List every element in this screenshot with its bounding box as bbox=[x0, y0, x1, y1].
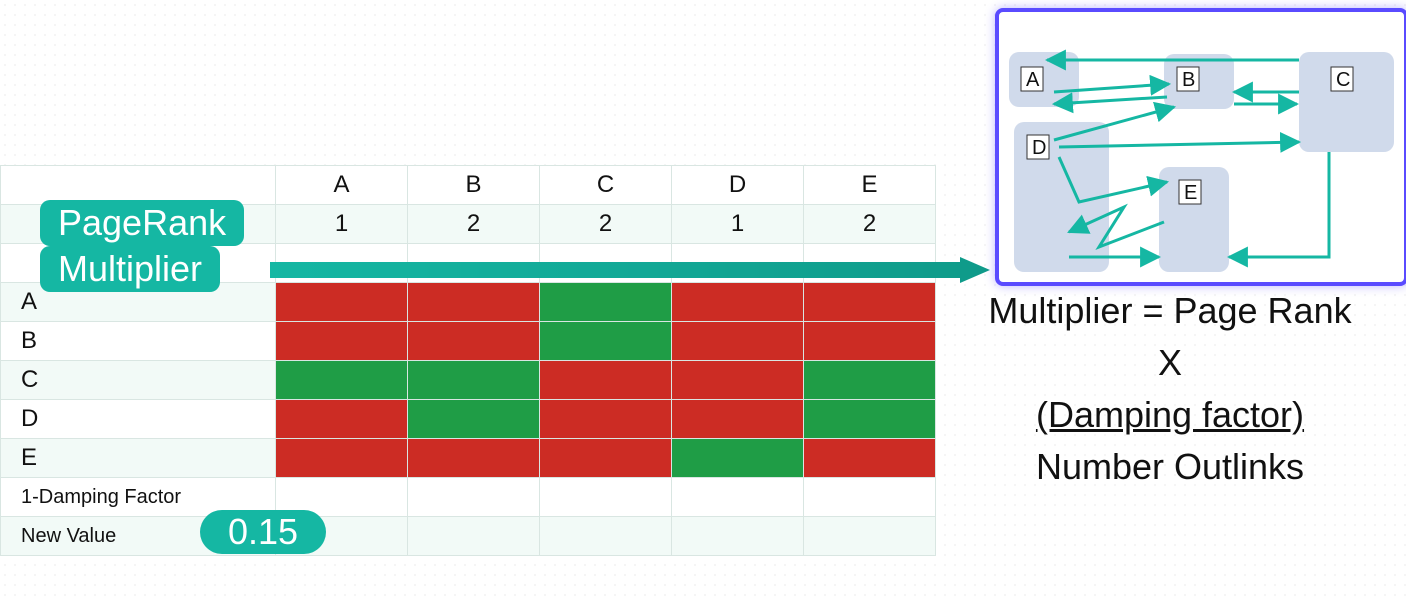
cell bbox=[672, 322, 804, 361]
cell bbox=[672, 439, 804, 478]
row-label-B: B bbox=[1, 322, 276, 361]
cell bbox=[540, 322, 672, 361]
matrix-row-B: B bbox=[1, 322, 936, 361]
cell bbox=[276, 361, 408, 400]
cell bbox=[804, 361, 936, 400]
cell bbox=[408, 439, 540, 478]
count-A: 1 bbox=[276, 205, 408, 244]
damping-value-badge: 0.15 bbox=[200, 510, 326, 554]
cell bbox=[408, 283, 540, 322]
multiplier-badge: Multiplier bbox=[40, 246, 220, 292]
count-E: 2 bbox=[804, 205, 936, 244]
graph-node-label-D: D bbox=[1032, 137, 1046, 159]
graph-node-label-C: C bbox=[1336, 69, 1350, 91]
cell bbox=[804, 322, 936, 361]
row-label-E: E bbox=[1, 439, 276, 478]
formula-line3: (Damping factor) bbox=[945, 389, 1395, 441]
matrix-row-C: C bbox=[1, 361, 936, 400]
matrix-row-D: D bbox=[1, 400, 936, 439]
col-D: D bbox=[672, 166, 804, 205]
formula-line1: Multiplier = Page Rank bbox=[945, 285, 1395, 337]
count-C: 2 bbox=[540, 205, 672, 244]
cell bbox=[408, 400, 540, 439]
cell bbox=[804, 439, 936, 478]
cell bbox=[276, 400, 408, 439]
cell bbox=[672, 283, 804, 322]
cell bbox=[276, 322, 408, 361]
pagerank-badge: PageRank bbox=[40, 200, 244, 246]
newvalue-row: New Value bbox=[1, 517, 936, 556]
col-A: A bbox=[276, 166, 408, 205]
damping-row: 1-Damping Factor bbox=[1, 478, 936, 517]
col-E: E bbox=[804, 166, 936, 205]
row-label-D: D bbox=[1, 400, 276, 439]
graph-node-label-E: E bbox=[1184, 182, 1197, 204]
header-row: A B C D E bbox=[1, 166, 936, 205]
link-graph-diagram: A B C D E bbox=[995, 8, 1406, 286]
matrix-row-E: E bbox=[1, 439, 936, 478]
cell bbox=[804, 283, 936, 322]
col-C: C bbox=[540, 166, 672, 205]
cell bbox=[672, 361, 804, 400]
col-B: B bbox=[408, 166, 540, 205]
count-B: 2 bbox=[408, 205, 540, 244]
cell bbox=[540, 439, 672, 478]
graph-node-label-A: A bbox=[1026, 69, 1040, 91]
cell bbox=[804, 400, 936, 439]
formula-line2: X bbox=[945, 337, 1395, 389]
formula-line4: Number Outlinks bbox=[945, 441, 1395, 493]
cell bbox=[540, 361, 672, 400]
cell bbox=[672, 400, 804, 439]
row-label-C: C bbox=[1, 361, 276, 400]
graph-edge-C-E bbox=[1229, 152, 1329, 257]
formula-text: Multiplier = Page Rank X (Damping factor… bbox=[945, 285, 1395, 493]
cell bbox=[408, 322, 540, 361]
cell bbox=[540, 283, 672, 322]
cell bbox=[408, 361, 540, 400]
cell bbox=[276, 283, 408, 322]
count-D: 1 bbox=[672, 205, 804, 244]
cell bbox=[540, 400, 672, 439]
cell bbox=[276, 439, 408, 478]
graph-node-label-B: B bbox=[1182, 69, 1195, 91]
